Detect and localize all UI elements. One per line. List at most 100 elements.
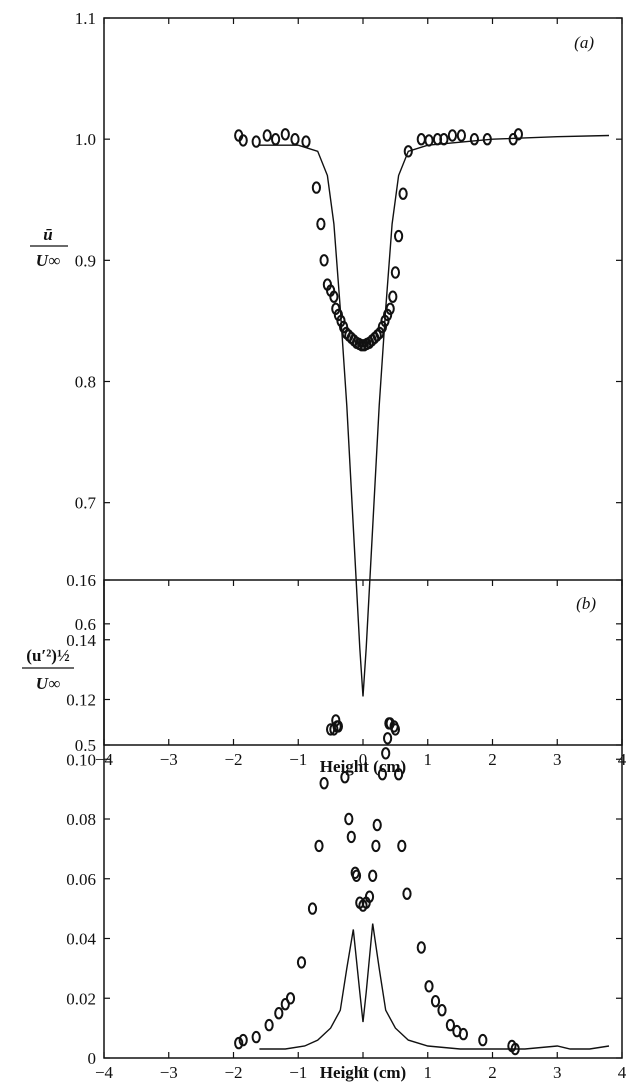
- chart-a-data-point: [311, 181, 321, 194]
- chart-b-y-tick-label: 0.04: [66, 930, 96, 949]
- chart-a-y-tick-label: 0.5: [75, 736, 96, 755]
- chart-b-data-point: [346, 830, 356, 844]
- chart-b-data-point: [351, 869, 362, 882]
- chart-a-line-series: [259, 134, 610, 697]
- chart-b-data-point: [296, 956, 307, 969]
- chart-a-x-tick-label: 0: [359, 750, 368, 769]
- chart-b-y-tick-label: 0.08: [66, 810, 96, 829]
- chart-a-data-point: [301, 135, 311, 148]
- chart-b-y-tick-label: 0: [88, 1049, 97, 1068]
- chart-a-data-point: [394, 229, 404, 243]
- chart-b-data-point: [430, 995, 441, 1008]
- chart-a-data-point: [280, 128, 290, 141]
- chart-b-data-point: [390, 723, 400, 736]
- chart-b-data-point: [416, 941, 426, 954]
- chart-b-x-tick-label: −3: [160, 1063, 178, 1082]
- chart-b-data-point: [364, 890, 375, 903]
- chart-b-x-tick-label: −1: [289, 1063, 307, 1082]
- chart-b-data-point: [458, 1027, 468, 1041]
- chart-b-panel-label: (b): [576, 594, 596, 613]
- chart-a-data-point: [388, 290, 398, 303]
- chart-b-y-tick-label: 0.02: [66, 989, 96, 1008]
- chart-b-data-point: [251, 1030, 261, 1044]
- chart-a-panel-label: (a): [574, 33, 594, 52]
- chart-b-data-point: [274, 1007, 284, 1020]
- chart-b-x-tick-label: 2: [488, 1063, 497, 1082]
- chart-a-marker-series: [234, 128, 524, 352]
- chart-a-data-point: [262, 129, 272, 142]
- chart-a-data-point: [439, 133, 449, 146]
- chart-a-ticks: −4 −3 −2 −1 0 1 2 3 40.50.60.70.80.91.01.1: [75, 9, 626, 769]
- chart-a-data-point: [416, 133, 426, 146]
- chart-b-data-point: [510, 1042, 520, 1056]
- chart-a-data-point: [513, 128, 524, 141]
- chart-a-data-point: [398, 187, 408, 200]
- chart-a-x-tick-label: 3: [553, 750, 562, 769]
- chart-a-data-point: [447, 129, 457, 142]
- chart-a-y-tick-label: 0.8: [75, 373, 96, 392]
- chart-b-data-point: [285, 992, 296, 1005]
- chart-b-data-point: [371, 839, 381, 853]
- chart-a-y-axis-denominator: U∞: [36, 251, 60, 270]
- chart-b-x-tick-label: −4: [95, 1063, 114, 1082]
- chart-a-data-point: [482, 133, 492, 146]
- chart-b-data-point: [397, 839, 407, 853]
- chart-b-data-point: [333, 720, 343, 733]
- chart-b-data-point: [402, 887, 412, 900]
- chart-a-x-tick-label: 2: [488, 750, 497, 769]
- chart-a-y-tick-label: 0.6: [75, 615, 96, 634]
- chart-b-y-tick-label: 0.12: [66, 691, 96, 710]
- chart-b-frame: [103, 579, 623, 1059]
- chart-a-y-tick-label: 1.0: [75, 130, 96, 149]
- chart-b: −4 −3 −2 −1 0 1 2 3 4 0 0.02 0.04 0.06 0.08 0.10 0.12 0.…: [22, 571, 626, 1082]
- chart-a-data-point: [238, 134, 248, 147]
- chart-b-x-tick-label: −2: [224, 1063, 242, 1082]
- chart-a-line: [259, 134, 610, 697]
- chart-a-frame: [103, 17, 623, 746]
- chart-a-y-axis-numerator: ū: [43, 225, 52, 244]
- chart-b-y-axis-denominator: U∞: [36, 674, 60, 693]
- chart-b-data-point: [314, 839, 324, 853]
- chart-a-y-tick-label: 0.9: [75, 251, 96, 270]
- chart-b-data-point: [372, 818, 382, 832]
- chart-a-y-tick-label: 0.7: [75, 494, 97, 513]
- chart-a-data-point: [319, 254, 329, 267]
- chart-a-data-point: [390, 266, 400, 279]
- chart-b-data-point: [280, 998, 290, 1011]
- chart-a-data-point: [271, 133, 281, 146]
- chart-b-data-point: [344, 812, 354, 826]
- chart-b-data-point: [234, 1036, 244, 1050]
- chart-a-x-tick-label: −2: [224, 750, 242, 769]
- chart-b-ticks: −4 −3 −2 −1 0 1 2 3 4 0 0.02 0.04 0.06 0.08 0.10 0.12 0.…: [66, 571, 626, 1082]
- chart-a-data-point: [469, 133, 479, 146]
- chart-a: −4 −3 −2 −1 0 1 2 3 40.50.60.70.80.91.01.1 (a) H…: [30, 9, 626, 776]
- chart-a-data-point: [456, 129, 466, 142]
- chart-a-data-point: [290, 133, 300, 146]
- chart-a-x-tick-label: −3: [160, 750, 178, 769]
- chart-b-y-tick-label: 0.16: [66, 571, 96, 590]
- chart-b-marker-series: [234, 714, 520, 1056]
- chart-b-data-point: [238, 1033, 248, 1047]
- chart-b-y-tick-label: 0.06: [66, 870, 96, 889]
- chart-b-data-point: [377, 768, 387, 781]
- chart-a-y-tick-label: 1.1: [75, 9, 96, 28]
- chart-a-data-point: [251, 135, 261, 148]
- chart-b-line-series: [259, 923, 610, 1050]
- chart-a-data-point: [329, 290, 339, 303]
- chart-b-line: [259, 923, 610, 1050]
- chart-b-x-tick-label: 1: [424, 1063, 433, 1082]
- chart-b-x-tick-label: 0: [359, 1063, 368, 1082]
- chart-a-data-point: [316, 217, 326, 231]
- chart-b-data-point: [381, 747, 391, 760]
- chart-a-x-axis-title: Height (cm): [320, 757, 406, 776]
- chart-b-y-tick-label: 0.10: [66, 750, 96, 769]
- chart-b-data-point: [319, 777, 329, 790]
- chart-a-data-point: [385, 302, 395, 315]
- chart-b-data-point: [437, 1004, 447, 1017]
- chart-b-data-point: [368, 869, 378, 882]
- chart-b-y-tick-label: 0.14: [66, 631, 96, 650]
- chart-a-data-point: [424, 134, 434, 147]
- chart-b-data-point: [307, 902, 318, 915]
- chart-b-data-point: [445, 1018, 455, 1032]
